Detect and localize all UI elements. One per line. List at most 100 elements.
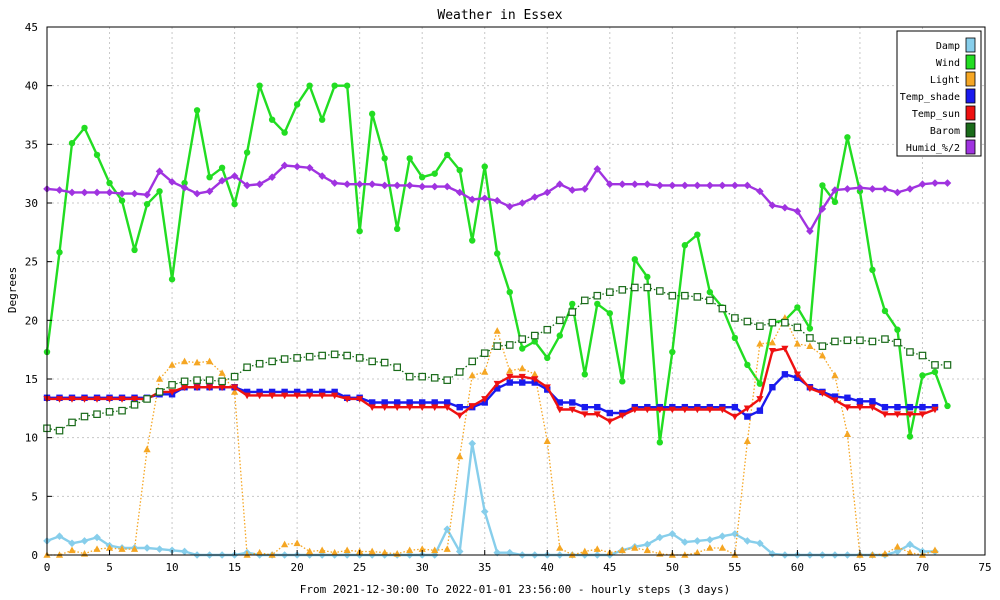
humid-2-point [806,227,814,235]
humid-2-point [168,178,176,186]
wind-point [143,200,151,208]
legend-swatch-light [965,71,976,87]
humid-2-point [493,196,502,205]
temp-sun-point [331,392,339,400]
barom-point [230,372,239,381]
x-tick-label: 5 [106,561,113,574]
barom-point [205,376,214,384]
wind-point [644,273,651,281]
humid-2-point [843,185,852,193]
wind-point [431,170,438,177]
temp-sun-point [581,411,589,418]
temp-sun-point [743,405,751,413]
barom-point [743,317,752,326]
temp-shade-point [906,403,914,411]
light-point [293,539,301,547]
barom-point [243,363,251,372]
damp-point [706,535,714,544]
series-barom [43,283,952,435]
legend-label-wind: Wind [936,58,960,69]
legend-label-humid-2: Humid_%/2 [906,143,960,154]
barom-point [343,351,351,360]
wind-point [381,155,388,162]
wind-point [118,197,126,204]
barom-point [393,363,401,372]
temp-sun-point [768,348,776,355]
barom-point [868,337,877,346]
wind-point [894,326,901,333]
humid-2-point [480,194,489,203]
temp-shade-point [756,407,764,414]
barom-point [293,354,301,362]
wind-point [631,256,639,263]
wind-point [168,276,176,283]
temp-sun-point [881,411,889,418]
humid-2-point [193,189,201,198]
series-temp-shade [43,371,939,420]
wind-point [193,107,201,114]
barom-point [918,351,927,360]
temp-sun-point [893,411,902,418]
barom-point [718,304,727,313]
damp-point [443,525,452,533]
damp-point [668,530,677,538]
wind-point [794,304,801,311]
wind-point [756,380,764,387]
barom-point [806,334,814,342]
humid-2-point [143,190,151,199]
humid-2-point [155,167,164,176]
damp-point [55,532,64,541]
wind-point [243,149,251,156]
barom-point [756,322,764,331]
light-point [706,544,714,551]
temp-sun-point [180,384,189,392]
light-point [306,547,314,555]
humid-2-point [230,172,239,180]
y-tick-label: 35 [25,138,38,151]
humid-2-point [668,181,677,190]
humid-2-point [706,181,714,190]
light-point [756,340,764,347]
temp-shade-point [856,398,864,405]
temp-sun-point [168,389,176,396]
x-tick-label: 45 [603,561,616,574]
barom-point [480,349,489,357]
light-point [205,357,214,365]
temp-shade-point [869,398,876,405]
barom-point [668,291,677,300]
barom-point [118,406,126,415]
light-point [105,544,114,551]
temp-sun-point [531,376,539,383]
series-wind [43,82,951,446]
x-tick-label: 55 [728,561,741,574]
wind-point [594,300,601,308]
damp-point [493,548,502,557]
temp-shade-point [731,403,739,411]
wind-point [206,173,213,181]
barom-point [731,314,739,322]
temp-sun-point [931,406,939,414]
temp-sun-point [368,404,376,411]
light-point [256,548,264,556]
temp-shade-point [444,399,451,406]
humid-2-point [455,188,464,197]
light-point [93,545,101,552]
damp-point [656,533,664,542]
barom-point [943,361,952,369]
barom-point [330,350,339,359]
light-point [493,327,501,334]
wind-point [681,242,689,249]
light-point [618,546,626,554]
temp-sun-point [256,392,264,400]
wind-point [81,124,88,132]
light-point [418,545,426,552]
temp-shade-point [894,403,901,411]
temp-shade-point [844,394,851,401]
humid-2-point [906,185,914,193]
light-point [531,370,539,378]
barom-point [793,323,802,332]
barom-point [368,357,376,366]
damp-point [155,545,164,553]
temp-shade-point [494,385,501,392]
